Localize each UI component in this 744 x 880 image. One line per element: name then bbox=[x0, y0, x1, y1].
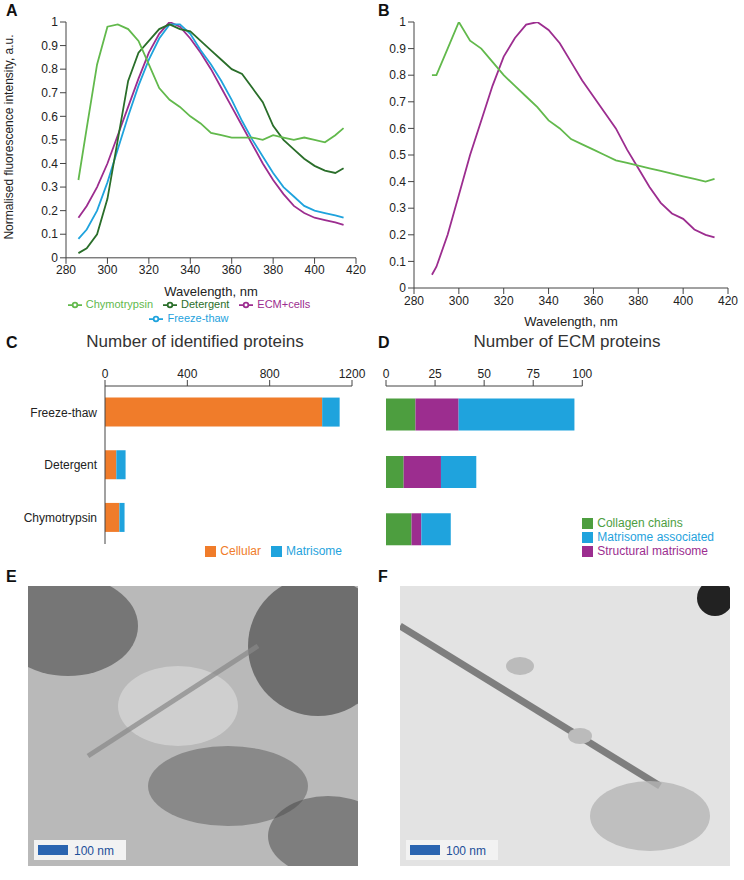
svg-text:0.6: 0.6 bbox=[389, 122, 406, 136]
svg-text:0.9: 0.9 bbox=[389, 42, 406, 56]
svg-text:0.9: 0.9 bbox=[41, 39, 58, 53]
html-text:F: F bbox=[378, 568, 388, 585]
html-text:Number of identified proteins: Number of identified proteins bbox=[86, 332, 304, 351]
svg-text:400: 400 bbox=[177, 367, 197, 381]
svg-text:420: 420 bbox=[718, 294, 738, 308]
html-text:Normalised fluorescence intens: Normalised fluorescence intensity, a.u. bbox=[2, 34, 16, 240]
svg-text:0: 0 bbox=[383, 367, 390, 381]
svg-text:300: 300 bbox=[449, 294, 469, 308]
svg-text:360: 360 bbox=[222, 263, 242, 277]
svg-text:50: 50 bbox=[477, 367, 491, 381]
svg-text:Freeze-thaw: Freeze-thaw bbox=[30, 406, 97, 420]
svg-text:280: 280 bbox=[56, 263, 76, 277]
svg-text:300: 300 bbox=[97, 263, 117, 277]
svg-text:340: 340 bbox=[539, 294, 559, 308]
svg-text:800: 800 bbox=[260, 367, 280, 381]
svg-text:100 nm: 100 nm bbox=[74, 844, 114, 858]
svg-text:280: 280 bbox=[404, 294, 424, 308]
svg-text:360: 360 bbox=[583, 294, 603, 308]
svg-text:0.1: 0.1 bbox=[41, 227, 58, 241]
svg-text:0.2: 0.2 bbox=[41, 204, 58, 218]
svg-text:1200: 1200 bbox=[339, 367, 366, 381]
svg-text:0.8: 0.8 bbox=[41, 62, 58, 76]
svg-text:0: 0 bbox=[51, 251, 58, 265]
svg-text:0.3: 0.3 bbox=[41, 180, 58, 194]
svg-text:0.8: 0.8 bbox=[389, 68, 406, 82]
svg-text:400: 400 bbox=[305, 263, 325, 277]
svg-text:0.4: 0.4 bbox=[41, 157, 58, 171]
svg-text:420: 420 bbox=[346, 263, 366, 277]
svg-text:100 nm: 100 nm bbox=[446, 844, 486, 858]
html-text:Detergent: Detergent bbox=[181, 297, 230, 310]
svg-text:Detergent: Detergent bbox=[44, 458, 97, 472]
svg-text:Chymotrypsin: Chymotrypsin bbox=[24, 511, 97, 525]
html-text:D: D bbox=[378, 334, 390, 351]
html-text:Cellular: Cellular bbox=[220, 544, 261, 558]
html-text:E: E bbox=[6, 568, 17, 585]
svg-text:320: 320 bbox=[139, 263, 159, 277]
html-text:A: A bbox=[6, 2, 18, 19]
svg-text:Wavelength, nm: Wavelength, nm bbox=[164, 284, 257, 299]
svg-text:0.2: 0.2 bbox=[389, 228, 406, 242]
html-text:C: C bbox=[6, 334, 18, 351]
html-text:Structural matrisome: Structural matrisome bbox=[597, 544, 708, 558]
svg-text:0.7: 0.7 bbox=[389, 95, 406, 109]
html-text:Chymotrypsin: Chymotrypsin bbox=[85, 297, 153, 310]
html-text:B: B bbox=[378, 2, 390, 19]
svg-text:Wavelength, nm: Wavelength, nm bbox=[524, 314, 617, 329]
svg-text:0.1: 0.1 bbox=[389, 255, 406, 269]
svg-text:0.3: 0.3 bbox=[389, 201, 406, 215]
svg-text:0.6: 0.6 bbox=[41, 110, 58, 124]
svg-text:400: 400 bbox=[673, 294, 693, 308]
svg-text:0: 0 bbox=[102, 367, 109, 381]
svg-text:0.5: 0.5 bbox=[41, 133, 58, 147]
svg-text:100: 100 bbox=[572, 367, 592, 381]
svg-text:0: 0 bbox=[399, 281, 406, 295]
html-text:Matrisome associated: Matrisome associated bbox=[597, 530, 714, 544]
html-text:Number of ECM proteins: Number of ECM proteins bbox=[473, 332, 661, 351]
svg-text:1: 1 bbox=[399, 15, 406, 29]
svg-text:1: 1 bbox=[51, 15, 58, 29]
svg-text:75: 75 bbox=[527, 367, 541, 381]
svg-text:320: 320 bbox=[494, 294, 514, 308]
html-text:ECM+cells: ECM+cells bbox=[257, 297, 311, 310]
html-text:Matrisome: Matrisome bbox=[286, 544, 342, 558]
html-text:Freeze-thaw: Freeze-thaw bbox=[167, 311, 229, 324]
svg-text:380: 380 bbox=[628, 294, 648, 308]
svg-text:0.4: 0.4 bbox=[389, 175, 406, 189]
svg-text:340: 340 bbox=[180, 263, 200, 277]
svg-text:380: 380 bbox=[263, 263, 283, 277]
svg-text:0.5: 0.5 bbox=[389, 148, 406, 162]
svg-text:0.7: 0.7 bbox=[41, 86, 58, 100]
html-text:Collagen chains: Collagen chains bbox=[597, 516, 683, 530]
svg-text:25: 25 bbox=[428, 367, 442, 381]
